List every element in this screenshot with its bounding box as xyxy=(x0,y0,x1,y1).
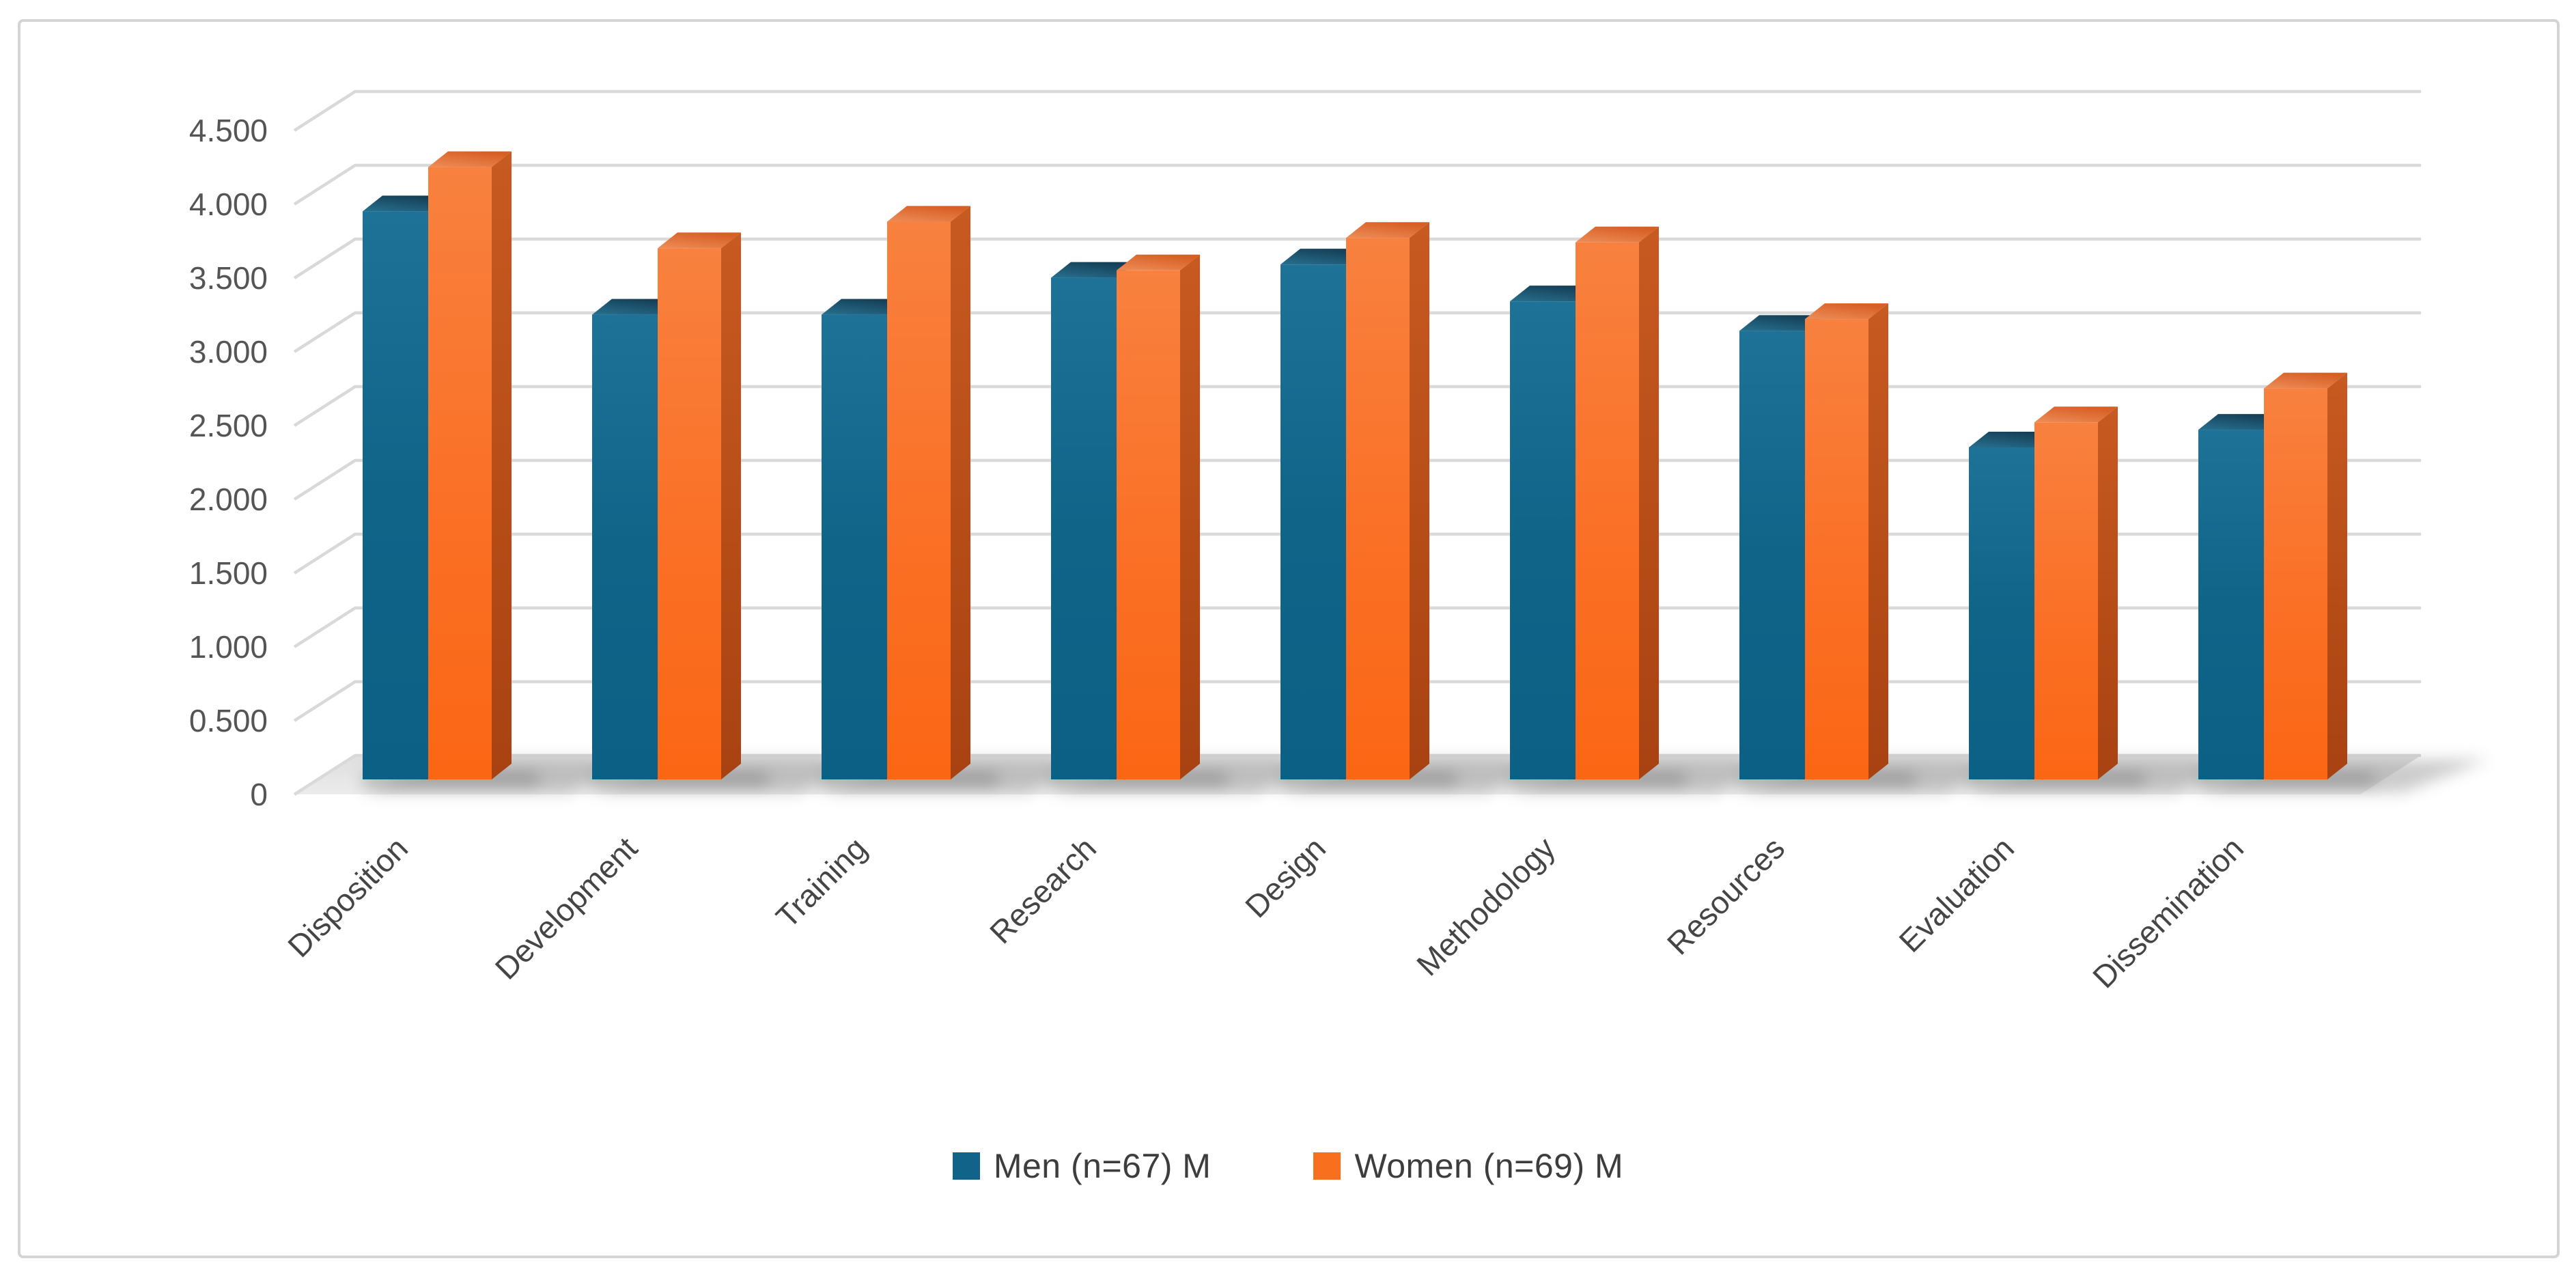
bar-men-design xyxy=(1280,264,1346,779)
bar-women-top-face xyxy=(2034,406,2118,423)
bar-men-top-face xyxy=(1051,262,1136,278)
bar-women-top-face xyxy=(887,206,970,222)
bar-women-research xyxy=(1117,270,1180,779)
gridline xyxy=(293,458,2421,501)
bar-pair-training xyxy=(822,206,970,780)
bar-women-design xyxy=(1346,238,1410,779)
bar-men-top-face xyxy=(1280,249,1366,265)
x-category-label: Evaluation xyxy=(1892,830,2021,959)
bar-women-top-face xyxy=(2264,372,2347,389)
bar-women-top-face xyxy=(1346,222,1429,238)
bar-men-dissemination xyxy=(2198,430,2264,779)
bar-men-disposition xyxy=(363,211,428,779)
bar-men-top-face xyxy=(1969,432,2054,447)
y-tick-label: 4.000 xyxy=(189,186,268,222)
bar-pair-design xyxy=(1280,222,1429,779)
legend-item-men: Men (n=67) M xyxy=(952,1146,1212,1186)
bar-men-resources xyxy=(1739,331,1805,779)
bar-women-side-face xyxy=(1639,226,1659,779)
bar-men-development xyxy=(592,314,658,780)
bar-men-top-face xyxy=(2198,414,2284,430)
x-category-label: Design xyxy=(1238,830,1332,924)
y-axis-tick-labels: 0 0.500 1.000 1.500 2.000 2.500 3.000 3.500 4.00… xyxy=(189,113,268,812)
y-tick-label: 0.500 xyxy=(189,703,268,738)
bar-women-side-face xyxy=(1410,222,1429,779)
men-series-swatch-icon xyxy=(952,1152,980,1180)
bar-men-training xyxy=(822,314,887,780)
bar-men-top-face xyxy=(592,299,677,315)
bar-pair-research xyxy=(1051,254,1200,780)
bar-men-top-face xyxy=(363,195,448,212)
gridline xyxy=(293,311,2421,353)
bar-pair-resources xyxy=(1739,303,1888,780)
x-category-label: Dissemination xyxy=(2086,830,2250,995)
y-tick-label: 2.500 xyxy=(189,408,268,443)
bar-pair-development xyxy=(592,232,741,780)
gridline xyxy=(293,680,2421,722)
bar-women-side-face xyxy=(1180,254,1200,779)
x-category-label: Research xyxy=(983,830,1103,950)
bar-women-side-face xyxy=(951,206,970,779)
gridline xyxy=(293,237,2421,279)
gridline xyxy=(293,606,2421,648)
y-tick-label: 1.000 xyxy=(189,629,268,665)
gridline xyxy=(293,89,2421,132)
bar-men-evaluation xyxy=(1969,447,2034,779)
gridline xyxy=(293,163,2421,206)
x-category-label: Resources xyxy=(1660,830,1791,961)
bar-pair-methodology xyxy=(1510,226,1659,779)
bar-men-top-face xyxy=(1510,286,1595,302)
bar-women-top-face xyxy=(658,232,741,249)
bar-women-disposition xyxy=(428,167,492,780)
bar-women-side-face xyxy=(2327,372,2347,779)
y-tick-label: 2.000 xyxy=(189,482,268,517)
bar-women-top-face xyxy=(1117,254,1200,271)
bar-women-top-face xyxy=(1805,303,1888,320)
bar-pair-disposition xyxy=(363,151,512,780)
x-category-label: Disposition xyxy=(281,830,415,964)
x-axis-category-labels: Disposition Development Training Research De… xyxy=(281,830,2250,995)
gridline xyxy=(293,753,2421,796)
bar-women-top-face xyxy=(428,151,512,167)
gridline xyxy=(293,385,2421,427)
bar-women-top-face xyxy=(1576,226,1659,242)
women-series-swatch-icon xyxy=(1313,1152,1341,1180)
bar-women-evaluation xyxy=(2034,422,2098,779)
bar-men-methodology xyxy=(1510,301,1576,779)
bar-women-side-face xyxy=(721,232,741,779)
bar-women-side-face xyxy=(1868,303,1888,780)
y-tick-label: 4.500 xyxy=(189,113,268,148)
legend-label-women: Women (n=69) M xyxy=(1354,1147,1624,1185)
legend-label-men: Men (n=67) M xyxy=(993,1147,1212,1185)
chart-legend: Men (n=67) M Women (n=69) M xyxy=(0,1135,2576,1197)
bar-women-side-face xyxy=(2098,406,2118,779)
y-tick-label: 1.500 xyxy=(189,555,268,591)
bar-men-top-face xyxy=(822,299,907,315)
x-category-label: Training xyxy=(769,830,873,934)
bar-women-dissemination xyxy=(2264,388,2327,779)
bar-women-training xyxy=(887,221,951,779)
y-gridlines xyxy=(293,89,2421,796)
bar-men-top-face xyxy=(1739,315,1825,331)
x-category-label: Methodology xyxy=(1410,830,1562,982)
bar-pair-evaluation xyxy=(1969,406,2118,779)
bar-pair-dissemination xyxy=(2198,372,2347,779)
y-tick-label: 3.000 xyxy=(189,334,268,370)
bar-women-development xyxy=(658,248,721,779)
bar-men-research xyxy=(1051,277,1117,780)
bar-women-side-face xyxy=(492,151,512,780)
x-category-label: Development xyxy=(488,830,645,986)
y-tick-label: 0 xyxy=(250,777,268,812)
gridline xyxy=(293,532,2421,574)
bar-women-methodology xyxy=(1576,242,1639,779)
bar-women-resources xyxy=(1805,319,1868,780)
legend-item-women: Women (n=69) M xyxy=(1313,1146,1623,1186)
y-tick-label: 3.500 xyxy=(189,260,268,296)
